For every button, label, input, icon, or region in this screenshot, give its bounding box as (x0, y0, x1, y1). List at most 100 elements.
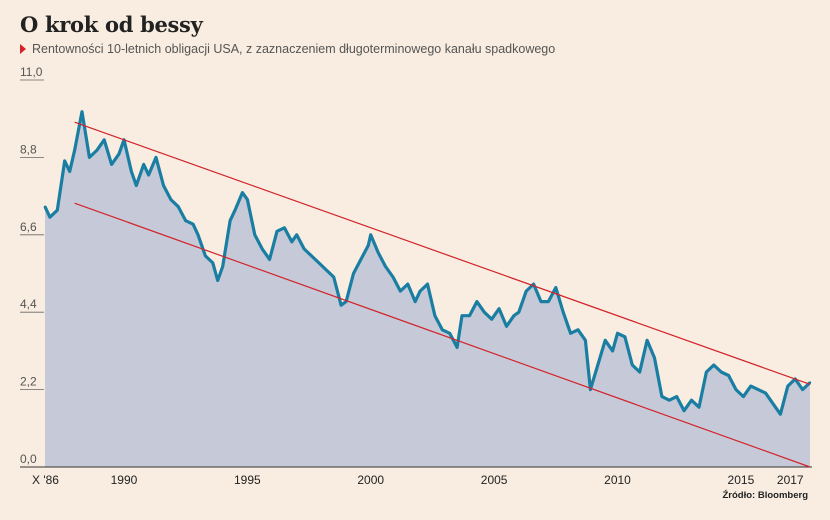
data-point (221, 265, 224, 268)
data-point (177, 205, 180, 208)
data-point (757, 388, 760, 391)
channel-upper-line (74, 121, 811, 385)
data-point (490, 318, 493, 321)
data-point (734, 388, 738, 391)
data-point (310, 254, 313, 258)
data-point (261, 247, 264, 251)
data-point (801, 388, 804, 391)
data-point (68, 170, 71, 173)
data-point (191, 223, 195, 226)
data-point (302, 247, 306, 251)
x-tick-label: 1990 (111, 473, 138, 487)
data-point (786, 384, 789, 388)
data-point (246, 198, 249, 201)
data-point (426, 282, 429, 286)
data-point (367, 244, 370, 247)
data-point (562, 311, 565, 314)
data-point (668, 399, 671, 402)
data-point (317, 261, 321, 265)
channel-lower-line (74, 202, 811, 468)
data-point (616, 332, 619, 335)
data-point (455, 346, 459, 349)
data-point (604, 339, 607, 342)
data-point (727, 374, 730, 377)
y-tick-label: 4,4 (20, 297, 37, 311)
data-point (43, 205, 47, 208)
data-point (204, 254, 207, 258)
y-tick-label: 2,2 (20, 375, 37, 389)
data-point (169, 198, 173, 201)
data-point (690, 399, 693, 402)
data-point (325, 268, 328, 272)
data-point (448, 332, 451, 335)
x-tick-label: 2000 (357, 473, 384, 487)
data-point (147, 173, 150, 177)
x-tick-label: 2005 (481, 473, 508, 487)
data-point (80, 110, 84, 113)
data-point (253, 233, 256, 236)
data-point (584, 339, 587, 342)
data-point (720, 370, 723, 374)
data-point (554, 286, 557, 289)
data-point (283, 226, 286, 229)
data-point (359, 258, 363, 261)
subtitle-text: Rentowności 10-letnich obligacji USA, z … (32, 42, 556, 56)
y-tick-label: 11,0 (20, 65, 43, 79)
data-point (73, 149, 76, 152)
data-point (352, 272, 355, 275)
data-point (399, 289, 402, 293)
x-tick-label: 2017 (777, 473, 804, 487)
x-tick-label: 2015 (728, 473, 755, 487)
data-point (275, 230, 279, 233)
data-point (196, 233, 200, 236)
data-point (808, 381, 812, 384)
data-point (576, 328, 580, 331)
data-point (369, 233, 372, 236)
data-point (154, 156, 158, 159)
data-point (228, 219, 232, 222)
data-point (497, 307, 501, 310)
triangle-marker-icon (20, 44, 26, 54)
data-point (63, 159, 66, 163)
data-point (749, 384, 752, 388)
source-note: Źródło: Bloomberg (722, 490, 809, 501)
data-point (406, 282, 409, 286)
data-point (211, 261, 214, 265)
data-point (110, 163, 113, 166)
x-tick-label: 2010 (604, 473, 631, 487)
data-point (532, 282, 535, 286)
data-point (483, 311, 486, 314)
data-point (290, 240, 293, 243)
data-point (712, 363, 715, 367)
data-point (645, 339, 649, 342)
y-tick-label: 8,8 (20, 142, 37, 156)
data-point (162, 184, 165, 187)
data-point (638, 370, 641, 374)
data-point (623, 335, 627, 338)
data-point (332, 275, 335, 279)
data-point (611, 349, 614, 353)
data-point (88, 156, 91, 159)
data-point (653, 356, 656, 360)
data-point (376, 251, 380, 254)
chart-title: O krok od bessy (20, 12, 203, 37)
data-point (525, 289, 528, 293)
data-point (468, 314, 471, 317)
data-point (596, 363, 599, 367)
data-point (384, 265, 387, 268)
data-point (441, 328, 444, 331)
data-point (295, 233, 298, 236)
chart-subtitle: Rentowności 10-letnich obligacji USA, z … (20, 42, 555, 56)
data-point (771, 402, 775, 405)
data-point (48, 216, 52, 219)
x-tick-label: X '86 (32, 473, 59, 487)
data-point (103, 138, 106, 141)
data-point (705, 370, 708, 374)
data-point (631, 363, 634, 367)
data-point (675, 395, 678, 398)
data-point (391, 275, 395, 279)
data-point (660, 395, 664, 398)
data-point (135, 184, 138, 187)
data-point (433, 314, 437, 317)
data-point (268, 258, 271, 261)
